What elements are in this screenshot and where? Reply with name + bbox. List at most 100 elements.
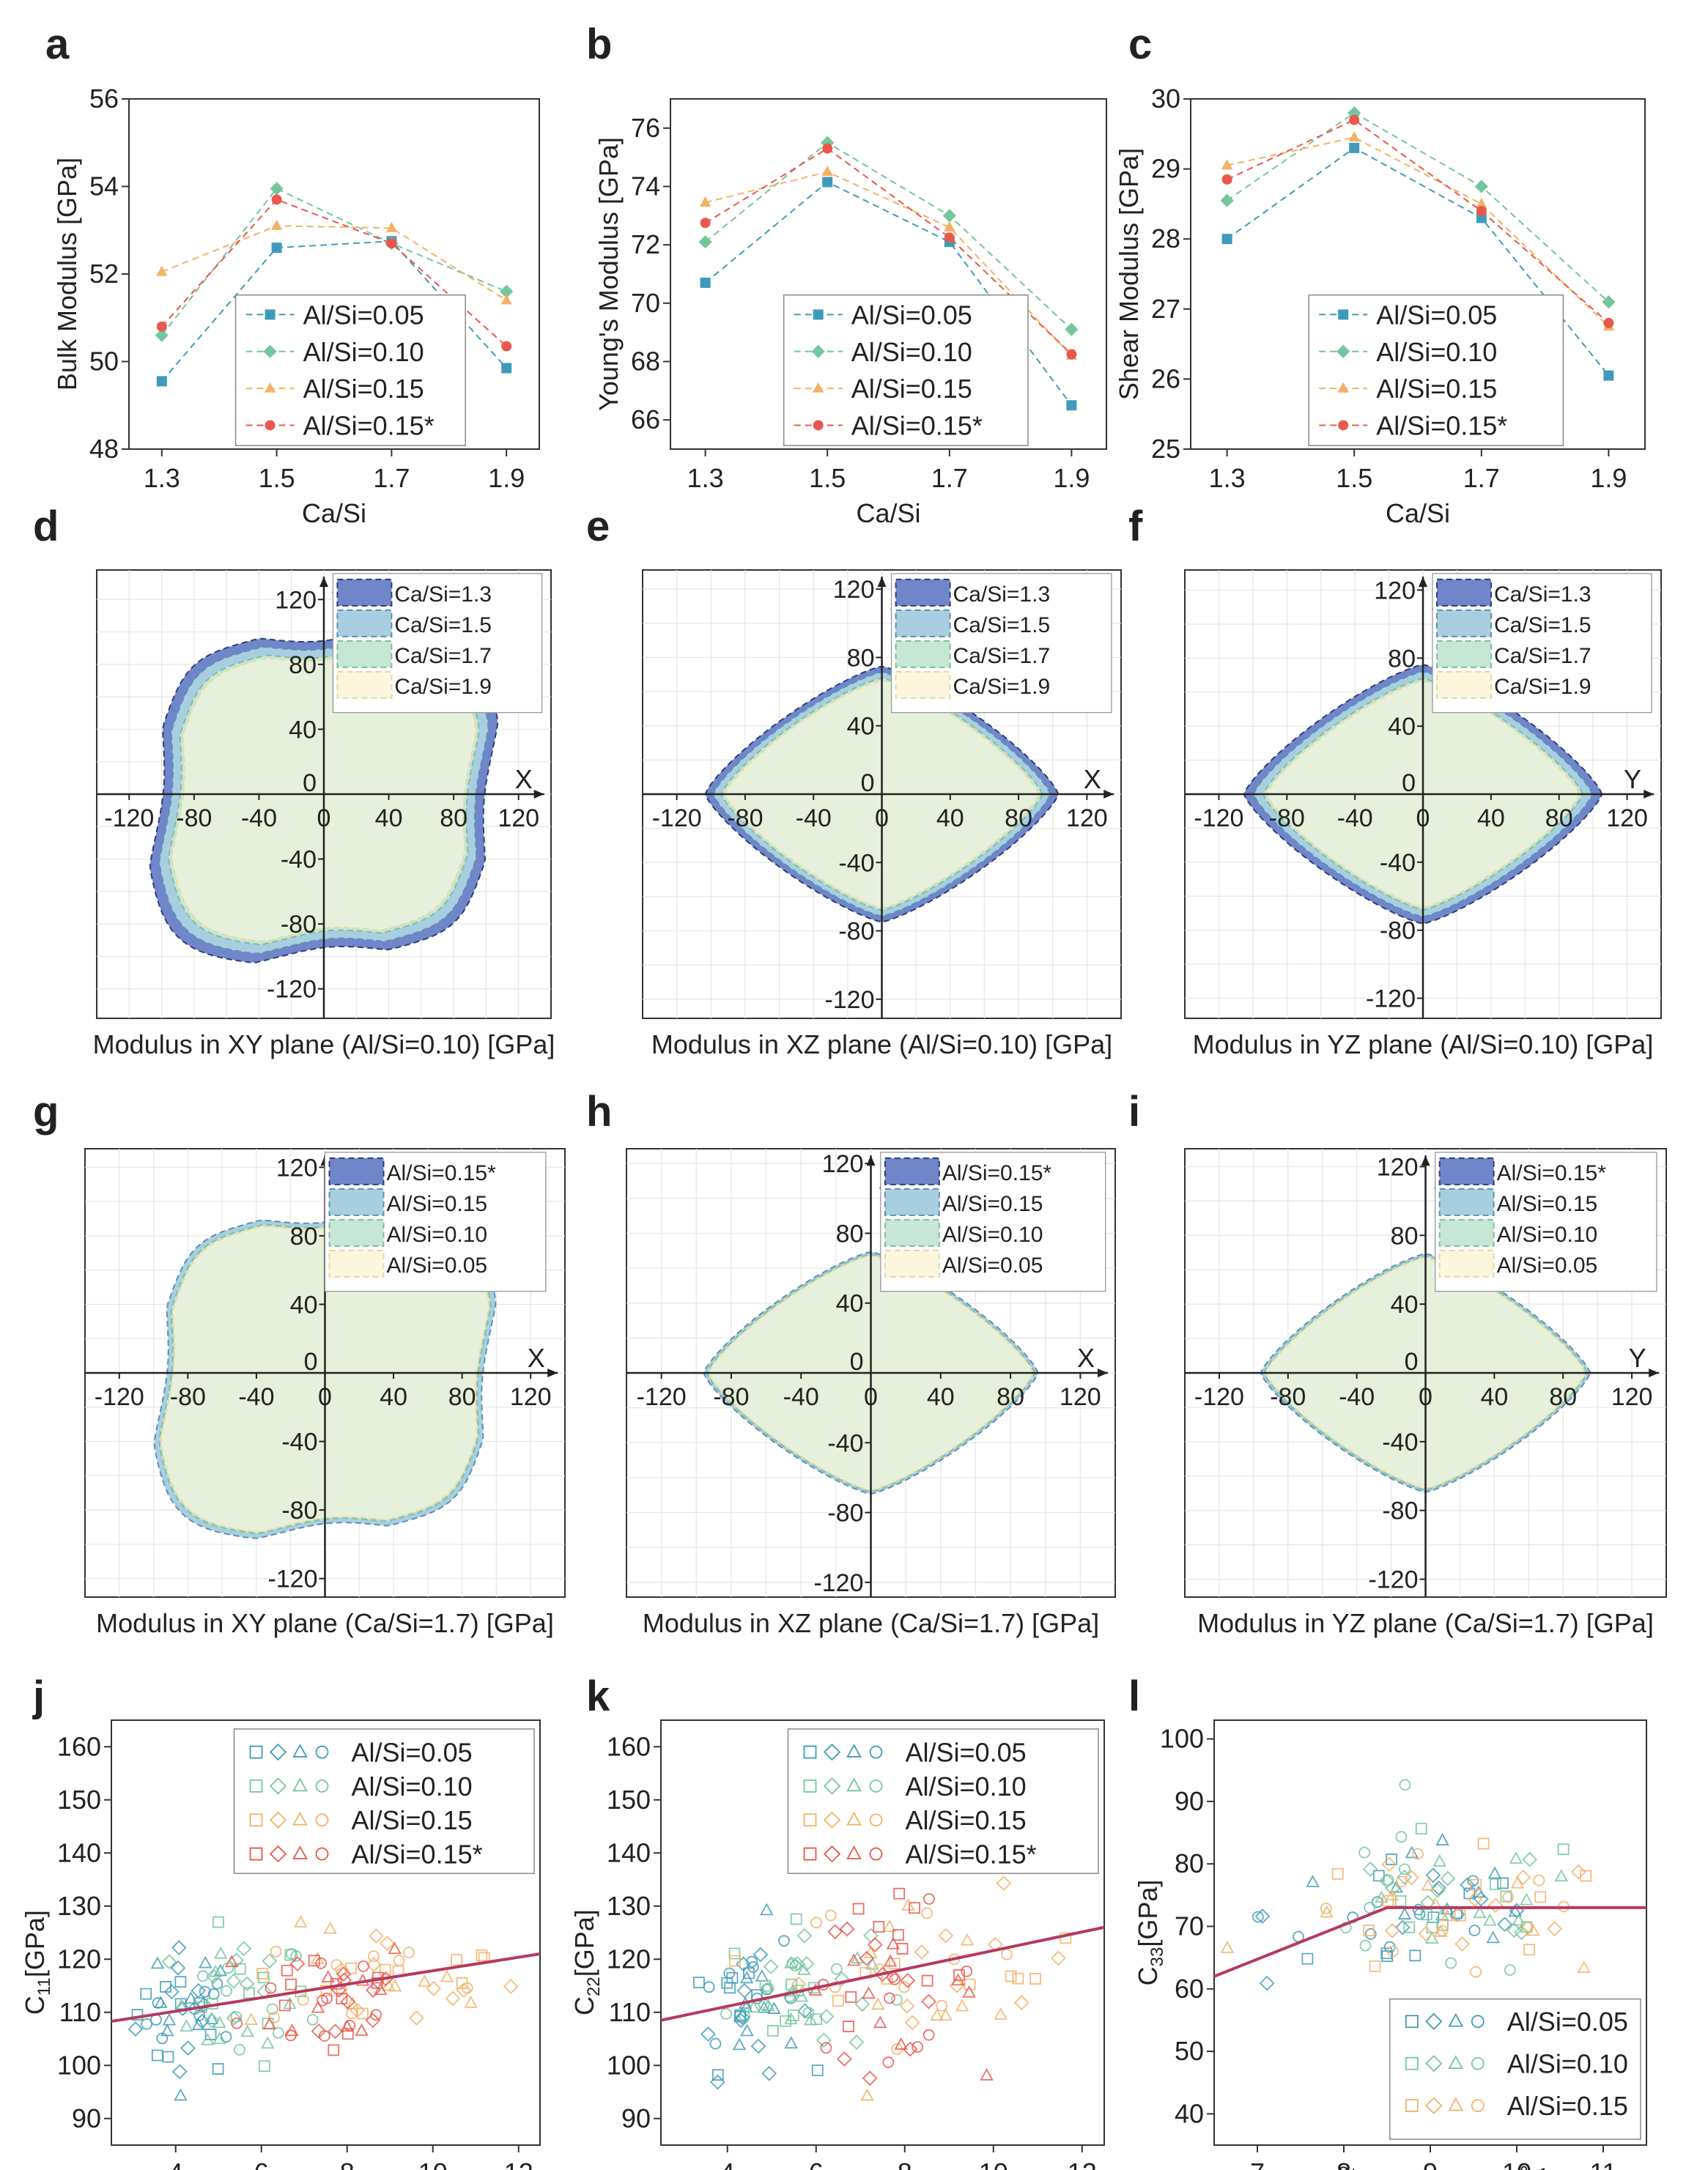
data-point <box>1066 400 1077 411</box>
data-point <box>297 1994 309 2006</box>
legend-label: Al/Si=0.05 <box>1376 300 1497 330</box>
data-point <box>1497 1877 1509 1889</box>
data-point <box>289 1956 306 1971</box>
data-point <box>1512 1913 1526 1926</box>
data-point <box>1301 1952 1314 1965</box>
data-point <box>1221 159 1233 170</box>
data-point <box>1468 1925 1481 1936</box>
data-point <box>921 1974 934 1987</box>
x-tick-label: 1.7 <box>373 463 410 493</box>
h-tick-label: -40 <box>1337 804 1373 832</box>
legend-marker <box>269 1777 287 1795</box>
legend-marker <box>315 1847 329 1861</box>
legend-marker <box>292 1777 308 1792</box>
y-tick-label: 130 <box>607 1891 651 1921</box>
data-point <box>152 1997 164 2009</box>
data-point <box>1418 1925 1434 1941</box>
legend-marker <box>269 1811 287 1829</box>
data-point <box>306 2013 319 2026</box>
v-tick-label: -120 <box>267 976 317 1004</box>
v-tick-label: 40 <box>1388 713 1416 741</box>
data-point <box>171 2064 188 2080</box>
v-tick-label: 0 <box>850 1348 864 1376</box>
data-point <box>330 1959 343 1971</box>
v-tick-label: 80 <box>1391 1222 1419 1250</box>
legend-swatch <box>895 640 951 668</box>
data-point <box>811 2065 824 2076</box>
v-tick-label: 40 <box>847 713 875 741</box>
data-point <box>1254 1908 1271 1925</box>
y-tick-label: 150 <box>607 1785 651 1815</box>
h-tick-label: -80 <box>1270 1383 1306 1411</box>
data-point <box>948 1953 961 1966</box>
data-point <box>1521 1922 1534 1934</box>
data-point <box>871 1997 885 2010</box>
data-point <box>1381 1950 1394 1963</box>
h-tick-label: -40 <box>238 1383 274 1411</box>
data-point <box>226 1973 242 1989</box>
data-point <box>1331 1867 1344 1880</box>
data-point <box>1554 1869 1569 1882</box>
data-point <box>1306 1875 1320 1887</box>
legend-marker <box>846 1744 862 1758</box>
data-point <box>693 1977 705 1988</box>
x-axis-label: Modulus in XZ plane (Al/Si=0.10) [GPa] <box>651 1029 1112 1059</box>
legend-swatch <box>895 670 951 699</box>
data-point <box>882 2056 895 2068</box>
data-point <box>1603 317 1614 328</box>
data-point <box>899 1998 915 2014</box>
h-tick-label: -80 <box>170 1383 206 1411</box>
data-point <box>810 1917 822 1929</box>
data-point <box>222 1962 234 1974</box>
data-point <box>1504 1964 1516 1976</box>
y-tick-label: 72 <box>631 229 660 259</box>
data-point <box>1382 1874 1394 1886</box>
data-point <box>1520 1892 1534 1906</box>
data-point <box>1375 1890 1389 1903</box>
data-point <box>204 2012 219 2025</box>
v-tick-label: -120 <box>1366 985 1416 1013</box>
data-point <box>171 1940 187 1955</box>
data-point <box>1420 1895 1435 1911</box>
y-tick-label: 74 <box>631 171 660 201</box>
v-tick-label: 40 <box>836 1290 864 1318</box>
data-point <box>894 2037 908 2050</box>
data-point <box>996 1875 1012 1891</box>
data-point <box>1397 1907 1412 1920</box>
data-point <box>161 1954 177 1970</box>
data-point <box>960 1933 975 1946</box>
panel-k: k 4 6 8 10 12 90 100 110 120 130 140 150 160 Al/Si=0.0… <box>569 1673 1105 2170</box>
h-tick-label: 80 <box>1549 1383 1577 1411</box>
data-point <box>266 2003 278 2015</box>
x-axis-label: Ca/Si <box>302 498 366 528</box>
h-tick-label: -120 <box>95 1383 144 1411</box>
data-point <box>961 1965 973 1977</box>
h-tick-label: 0 <box>864 1383 878 1411</box>
series-line <box>705 171 1073 357</box>
data-point <box>789 1960 802 1972</box>
h-tick-label: 0 <box>875 804 889 832</box>
legend-marker <box>846 1845 862 1859</box>
panel-g: gXY-120-80-40040801201208040-40-80-1200A… <box>33 1088 566 1638</box>
x-tick-label: 1.7 <box>931 463 968 493</box>
x-tick-label: 11 <box>1589 2158 1616 2170</box>
data-point <box>270 219 283 230</box>
data-point <box>1413 1908 1426 1920</box>
v-tick-label: -80 <box>1382 1497 1418 1525</box>
data-point <box>1029 1973 1041 1985</box>
legend-marker <box>1471 2056 1485 2070</box>
y-tick-label: 100 <box>1160 1724 1204 1754</box>
data-point <box>1603 370 1614 381</box>
v-tick-label: -120 <box>824 986 874 1014</box>
data-point <box>1510 1875 1525 1889</box>
data-point <box>1470 1966 1482 1978</box>
data-point <box>1577 1960 1591 1974</box>
data-point <box>1221 174 1232 185</box>
data-point <box>900 1973 916 1988</box>
data-point <box>703 1981 715 1993</box>
data-point <box>1445 1957 1457 1969</box>
x-axis-label: Modulus in YZ plane (Ca/Si=1.7) [GPa] <box>1197 1608 1654 1638</box>
data-point <box>873 1921 885 1933</box>
legend-marker <box>315 1745 329 1759</box>
data-point <box>1378 1873 1394 1889</box>
